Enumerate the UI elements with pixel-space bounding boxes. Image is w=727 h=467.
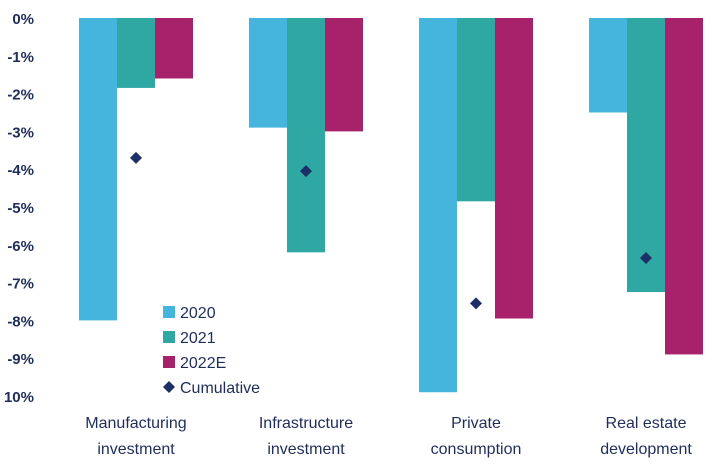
bar-2021-0 bbox=[117, 18, 155, 88]
y-tick-label: -2% bbox=[7, 87, 34, 104]
bar-2021-3 bbox=[627, 18, 665, 293]
category-label: Private bbox=[451, 415, 501, 432]
legend-label: 2021 bbox=[180, 330, 216, 347]
category-label: Infrastructure bbox=[259, 415, 353, 432]
legend-swatch-2021 bbox=[163, 331, 175, 343]
legend: 2020 2021 2022E Cumulative bbox=[163, 305, 260, 397]
y-tick-label: -1% bbox=[7, 49, 34, 66]
y-tick-label: -7% bbox=[7, 276, 34, 293]
bar-2021-2 bbox=[457, 18, 495, 202]
category-label: Manufacturing bbox=[85, 415, 186, 432]
y-tick-label: -9% bbox=[7, 351, 34, 368]
cumulative-marker-1 bbox=[300, 165, 312, 178]
category-label: Real estate bbox=[606, 415, 687, 432]
bars bbox=[79, 18, 703, 393]
y-tick-label: 0% bbox=[12, 11, 34, 28]
bar-2020-0 bbox=[79, 18, 117, 321]
category-label: investment bbox=[97, 441, 175, 458]
bar-2020-1 bbox=[249, 18, 287, 128]
legend-label: 2020 bbox=[180, 305, 216, 322]
y-tick-label: 10% bbox=[4, 389, 34, 406]
category-label: investment bbox=[267, 441, 345, 458]
bar-2022e-0 bbox=[155, 18, 193, 79]
category-label: consumption bbox=[431, 441, 522, 458]
y-tick-label: -3% bbox=[7, 124, 34, 141]
y-tick-label: -6% bbox=[7, 238, 34, 255]
bar-2022e-3 bbox=[665, 18, 703, 355]
y-tick-label: -5% bbox=[7, 200, 34, 217]
bar-2022e-1 bbox=[325, 18, 363, 132]
cumulative-markers bbox=[130, 151, 652, 310]
legend-label: 2022E bbox=[180, 355, 226, 372]
bar-2020-3 bbox=[589, 18, 627, 113]
y-tick-label: -4% bbox=[7, 162, 34, 179]
cumulative-marker-3 bbox=[640, 252, 652, 265]
category-labels: Manufacturing investment Infrastructure inv… bbox=[85, 415, 692, 458]
bar-2020-2 bbox=[419, 18, 457, 393]
legend-swatch-2020 bbox=[163, 306, 175, 318]
y-tick-label: -8% bbox=[7, 313, 34, 330]
cumulative-marker-2 bbox=[470, 297, 482, 310]
bar-2022e-2 bbox=[495, 18, 533, 319]
cumulative-marker-0 bbox=[130, 151, 142, 164]
category-label: development bbox=[600, 441, 692, 458]
legend-swatch-2022e bbox=[163, 356, 175, 368]
legend-swatch-cumulative bbox=[163, 381, 175, 393]
legend-label: Cumulative bbox=[180, 380, 260, 397]
y-axis: 0% -1% -2% -3% -4% -5% -6% -7% -8% -9% 10% bbox=[4, 11, 34, 406]
bar-2021-1 bbox=[287, 18, 325, 253]
